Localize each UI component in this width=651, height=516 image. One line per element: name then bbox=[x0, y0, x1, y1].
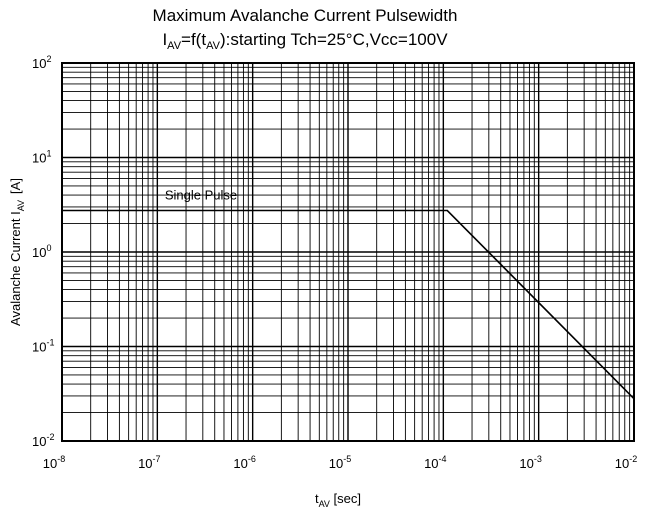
x-tick-label: 10-2 bbox=[615, 454, 637, 471]
chart-subtitle: IAV=f(tAV):starting Tch=25°C,Vcc=100V bbox=[45, 30, 565, 52]
y-tick-exp: 1 bbox=[46, 149, 51, 159]
annotation-single-pulse: Single Pulse bbox=[165, 187, 237, 202]
x-tick-label: 10-6 bbox=[233, 454, 255, 471]
subtitle-lead-sub: AV bbox=[167, 40, 182, 52]
y-tick-exp: -2 bbox=[46, 432, 54, 442]
x-tick-exp: -4 bbox=[439, 454, 447, 464]
x-tick-label: 10-8 bbox=[43, 454, 65, 471]
x-axis-label-unit: [sec] bbox=[330, 491, 361, 506]
y-tick-label: 102 bbox=[32, 54, 51, 71]
plot-frame bbox=[61, 62, 635, 442]
x-tick-label: 10-7 bbox=[138, 454, 160, 471]
plot-border bbox=[61, 62, 635, 442]
subtitle-mid-sub: AV bbox=[206, 40, 220, 52]
chart-title: Maximum Avalanche Current Pulsewidth bbox=[152, 6, 458, 25]
y-tick-label: 10-1 bbox=[32, 338, 54, 355]
x-tick-base: 10 bbox=[615, 456, 629, 471]
subtitle-lead: I bbox=[162, 30, 168, 49]
x-tick-label: 10-4 bbox=[424, 454, 446, 471]
subtitle-tail: ):starting Tch=25°C,Vcc=100V bbox=[219, 30, 448, 49]
x-axis-label-sub: AV bbox=[319, 499, 330, 509]
x-tick-exp: -3 bbox=[534, 454, 542, 464]
y-tick-base: 10 bbox=[32, 245, 46, 260]
x-tick-base: 10 bbox=[43, 456, 57, 471]
subtitle-mid: =f(t bbox=[181, 30, 207, 49]
y-axis-label-main: Avalanche Current I bbox=[8, 211, 23, 326]
x-tick-labels: 10-8 10-7 10-6 10-5 10-4 10-3 10-2 bbox=[43, 454, 637, 471]
y-tick-exp: 2 bbox=[46, 54, 51, 64]
y-axis-label: Avalanche Current IAV [A] bbox=[8, 178, 26, 326]
x-axis-label: tAV [sec] bbox=[315, 491, 361, 509]
y-axis-label-unit: [A] bbox=[8, 178, 23, 194]
y-tick-label: 101 bbox=[32, 149, 51, 166]
x-tick-base: 10 bbox=[519, 456, 533, 471]
x-tick-label: 10-5 bbox=[329, 454, 351, 471]
y-tick-exp: -1 bbox=[46, 338, 54, 348]
y-tick-base: 10 bbox=[32, 340, 46, 355]
x-tick-exp: -8 bbox=[57, 454, 65, 464]
x-tick-base: 10 bbox=[233, 456, 247, 471]
y-tick-base: 10 bbox=[32, 56, 46, 71]
y-tick-base: 10 bbox=[32, 434, 46, 449]
series-line-single-pulse bbox=[62, 209, 635, 400]
x-tick-exp: -5 bbox=[343, 454, 351, 464]
y-tick-label: 100 bbox=[32, 243, 51, 260]
grid bbox=[61, 63, 634, 442]
y-tick-base: 10 bbox=[32, 151, 46, 166]
x-axis-label-main: t bbox=[315, 491, 319, 506]
x-tick-exp: -6 bbox=[248, 454, 256, 464]
y-tick-label: 10-2 bbox=[32, 432, 54, 449]
x-tick-base: 10 bbox=[138, 456, 152, 471]
x-tick-base: 10 bbox=[424, 456, 438, 471]
y-axis-label-sub: AV bbox=[16, 200, 26, 211]
y-tick-exp: 0 bbox=[46, 243, 51, 253]
x-tick-exp: -2 bbox=[629, 454, 637, 464]
x-tick-exp: -7 bbox=[153, 454, 161, 464]
series-layer bbox=[62, 209, 635, 400]
x-tick-label: 10-3 bbox=[519, 454, 541, 471]
x-tick-base: 10 bbox=[329, 456, 343, 471]
